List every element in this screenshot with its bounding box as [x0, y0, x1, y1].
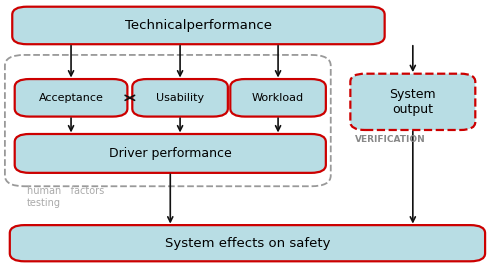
Text: Technicalperformance: Technicalperformance	[125, 19, 272, 32]
Text: Acceptance: Acceptance	[39, 93, 103, 103]
Text: VERIFICATION: VERIFICATION	[355, 135, 426, 144]
Text: System effects on safety: System effects on safety	[165, 237, 330, 250]
FancyBboxPatch shape	[15, 79, 127, 117]
FancyBboxPatch shape	[10, 225, 485, 261]
Text: Usability: Usability	[156, 93, 204, 103]
FancyBboxPatch shape	[230, 79, 326, 117]
Text: Workload: Workload	[252, 93, 304, 103]
FancyBboxPatch shape	[12, 7, 385, 44]
Text: Driver performance: Driver performance	[109, 147, 232, 160]
Text: human   factors
testing: human factors testing	[27, 186, 104, 208]
FancyBboxPatch shape	[350, 74, 475, 130]
Text: System
output: System output	[390, 88, 436, 116]
FancyBboxPatch shape	[15, 134, 326, 173]
FancyBboxPatch shape	[132, 79, 228, 117]
